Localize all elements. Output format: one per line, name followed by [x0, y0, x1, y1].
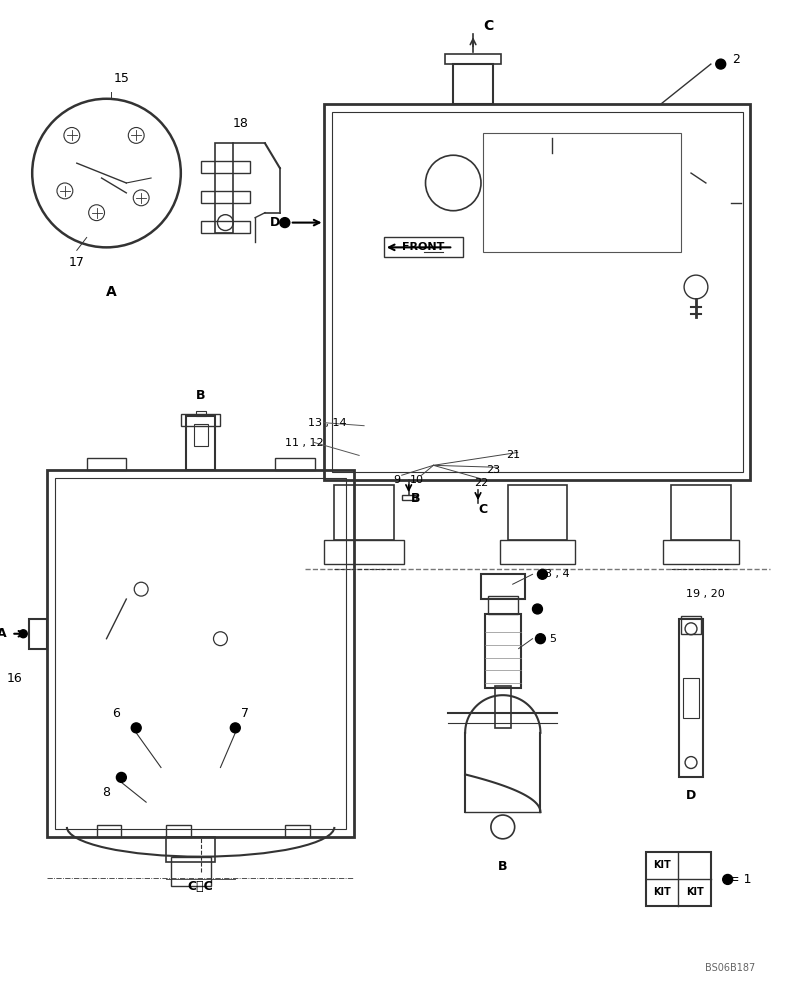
Text: C～C: C～C: [188, 880, 214, 893]
Text: 11 , 12: 11 , 12: [285, 438, 323, 448]
Bar: [384, 237, 463, 257]
Text: 9: 9: [394, 475, 400, 485]
Bar: [325, 540, 404, 564]
Bar: [166, 825, 190, 837]
Text: C: C: [483, 19, 493, 33]
Circle shape: [535, 634, 546, 644]
Bar: [683, 678, 699, 718]
Bar: [166, 837, 215, 862]
Text: 18: 18: [232, 117, 248, 130]
Text: 16: 16: [6, 672, 22, 685]
Bar: [446, 54, 501, 64]
Text: 21: 21: [506, 450, 520, 460]
Bar: [285, 825, 310, 837]
Bar: [402, 495, 416, 500]
Circle shape: [117, 772, 126, 782]
Circle shape: [131, 723, 141, 733]
Text: 2: 2: [732, 53, 739, 66]
Text: 10: 10: [410, 475, 423, 485]
Bar: [483, 133, 681, 252]
Text: B: B: [196, 389, 206, 402]
Text: D: D: [686, 789, 696, 802]
Text: A: A: [106, 285, 117, 299]
Text: 5: 5: [549, 634, 556, 644]
Text: KIT: KIT: [654, 860, 671, 870]
Bar: [500, 540, 575, 564]
Text: 13 , 14: 13 , 14: [308, 418, 346, 428]
Circle shape: [230, 723, 240, 733]
Text: B: B: [498, 860, 507, 873]
Bar: [485, 614, 521, 688]
Bar: [332, 112, 742, 472]
Text: KIT: KIT: [686, 887, 704, 897]
Bar: [86, 458, 126, 470]
Bar: [334, 485, 394, 540]
Bar: [495, 686, 510, 728]
Bar: [488, 596, 518, 614]
Circle shape: [280, 218, 290, 228]
Circle shape: [533, 604, 542, 614]
Bar: [201, 221, 250, 233]
Circle shape: [716, 59, 726, 69]
Bar: [325, 104, 750, 480]
Bar: [508, 485, 567, 540]
Text: = 1: = 1: [730, 873, 752, 886]
Text: 23: 23: [486, 465, 500, 475]
Text: 3 , 4: 3 , 4: [545, 569, 570, 579]
Bar: [171, 857, 210, 886]
Bar: [97, 825, 122, 837]
Bar: [215, 143, 234, 233]
Text: B: B: [411, 492, 420, 505]
Text: BS06B187: BS06B187: [705, 963, 755, 973]
Text: D: D: [270, 216, 280, 229]
Circle shape: [538, 569, 547, 579]
Text: 17: 17: [69, 256, 85, 269]
Bar: [663, 540, 738, 564]
Bar: [201, 161, 250, 173]
Bar: [671, 485, 730, 540]
Text: 19 , 20: 19 , 20: [686, 589, 725, 599]
Bar: [47, 470, 354, 837]
Text: 8: 8: [102, 786, 110, 799]
Bar: [201, 191, 250, 203]
Text: FRONT: FRONT: [402, 242, 445, 252]
Circle shape: [722, 874, 733, 884]
Circle shape: [19, 630, 27, 638]
Bar: [646, 852, 711, 906]
Text: 6: 6: [113, 707, 120, 720]
Bar: [454, 64, 493, 104]
Bar: [194, 424, 207, 446]
Bar: [55, 478, 346, 829]
Bar: [481, 574, 525, 599]
Bar: [30, 619, 47, 649]
Bar: [186, 416, 215, 470]
Text: KIT: KIT: [654, 887, 671, 897]
Bar: [275, 458, 314, 470]
Text: C: C: [478, 503, 487, 516]
Text: 22: 22: [474, 478, 488, 488]
Text: A: A: [0, 627, 6, 640]
Bar: [181, 414, 221, 426]
Bar: [196, 411, 206, 416]
Bar: [681, 616, 701, 634]
Text: 15: 15: [114, 72, 130, 85]
Bar: [679, 619, 703, 777]
Text: 7: 7: [242, 707, 250, 720]
